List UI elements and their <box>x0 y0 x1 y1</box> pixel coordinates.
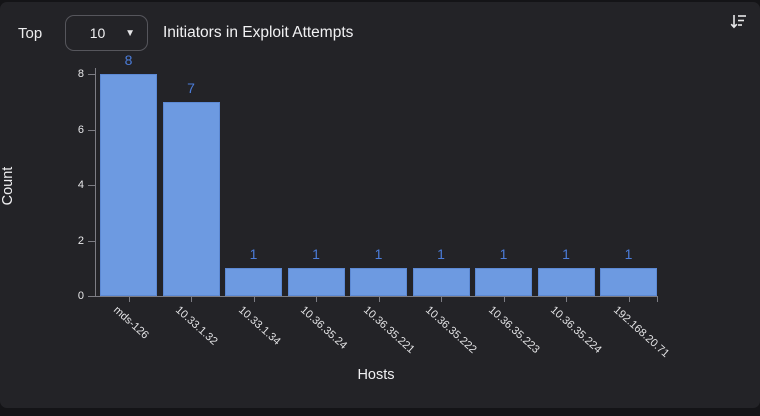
bar[interactable] <box>100 74 157 296</box>
bar[interactable] <box>350 268 407 296</box>
y-axis-line <box>95 68 96 296</box>
x-axis-tick <box>503 296 505 302</box>
x-axis-tick <box>128 296 130 302</box>
chart-title: Initiators in Exploit Attempts <box>163 24 354 41</box>
x-axis-tick <box>628 296 630 302</box>
bar-value-label: 1 <box>312 246 320 263</box>
x-axis-end-tick <box>657 296 658 302</box>
bar-value-label: 1 <box>374 246 383 263</box>
y-axis-tick-label: 2 <box>77 234 84 247</box>
bar[interactable] <box>475 268 532 296</box>
bar-value-label: 1 <box>437 246 445 263</box>
y-axis-title: Count <box>0 166 16 206</box>
sort-descending-icon[interactable] <box>726 10 750 34</box>
x-axis-tick <box>191 296 192 302</box>
chevron-down-icon: ▼ <box>125 27 135 39</box>
y-axis-tick <box>88 240 95 242</box>
x-axis-tick <box>253 296 255 302</box>
bar[interactable] <box>225 268 282 296</box>
x-axis-tick <box>441 296 442 302</box>
x-axis-tick <box>378 296 380 302</box>
bar[interactable] <box>287 268 345 296</box>
y-axis-tick <box>88 129 95 131</box>
y-axis-tick-label: 6 <box>77 123 84 136</box>
bar[interactable] <box>537 268 595 296</box>
x-axis-line <box>88 296 658 297</box>
bar[interactable] <box>412 268 470 296</box>
bar[interactable] <box>600 268 657 296</box>
bar-value-label: 8 <box>124 52 133 68</box>
top-label: Top <box>18 25 43 42</box>
bar-value-label: 1 <box>624 246 633 263</box>
y-axis-tick <box>88 296 95 297</box>
bar-value-label: 1 <box>562 246 570 263</box>
y-axis-tick <box>88 74 95 75</box>
y-axis-tick-label: 0 <box>77 290 84 302</box>
y-axis-tick-label: 4 <box>77 179 84 191</box>
y-axis-tick-label: 8 <box>77 68 84 80</box>
top-n-dropdown[interactable]: 10 ▼ <box>65 15 148 51</box>
y-axis-tick <box>88 185 95 186</box>
x-axis-tick <box>566 296 567 302</box>
bar-value-label: 1 <box>499 246 508 263</box>
bar[interactable] <box>162 101 220 296</box>
x-axis-title: Hosts <box>357 367 395 383</box>
bar-value-label: 7 <box>187 79 195 96</box>
x-axis-tick <box>316 296 317 302</box>
top-n-dropdown-value: 10 <box>89 25 106 41</box>
bar-value-label: 1 <box>249 246 258 263</box>
